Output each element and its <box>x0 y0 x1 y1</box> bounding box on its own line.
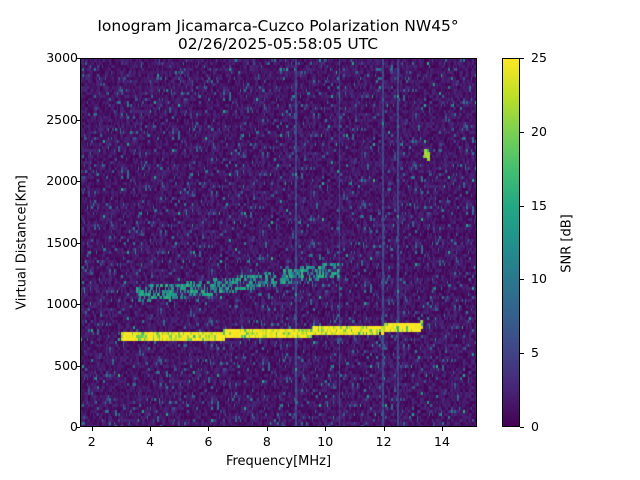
x-tick-label: 2 <box>87 434 96 449</box>
colorbar-tick-label: 25 <box>531 50 547 65</box>
x-tick-label: 6 <box>204 434 213 449</box>
y-tick-label: 0 <box>70 419 78 434</box>
x-tick-label: 4 <box>146 434 155 449</box>
x-axis-label: Frequency[MHz] <box>225 454 332 469</box>
x-tick-label: 10 <box>317 434 334 449</box>
colorbar-tick-label: 10 <box>531 271 547 287</box>
colorbar-tick-mark <box>520 279 524 281</box>
colorbar-tick-mark <box>520 427 524 428</box>
colorbar-tick-mark <box>520 353 524 355</box>
colorbar-tick-label: 0 <box>531 419 539 434</box>
y-axis-label: Virtual Distance[Km] <box>14 175 30 310</box>
colorbar-tick-mark <box>520 131 524 133</box>
y-tick-label: 2000 <box>46 173 78 188</box>
x-tick-label: 14 <box>434 434 450 449</box>
y-tick-label: 1500 <box>46 234 78 250</box>
colorbar-tick-mark <box>520 58 524 59</box>
y-tick-mark <box>76 427 80 428</box>
y-tick-label: 3000 <box>46 50 78 65</box>
y-tick-label: 2500 <box>46 111 78 127</box>
colorbar-tick-label: 5 <box>531 345 539 361</box>
x-tick-mark <box>150 427 152 431</box>
y-tick-label: 500 <box>54 357 78 373</box>
x-tick-mark <box>441 427 443 431</box>
ionogram-heatmap <box>80 58 477 427</box>
colorbar-label: SNR [dB] <box>559 214 575 273</box>
colorbar-tick-mark <box>520 205 524 207</box>
y-tick-mark <box>76 119 80 121</box>
colorbar-tick-label: 15 <box>531 197 547 213</box>
chart-subtitle: 02/26/2025-05:58:05 UTC <box>177 35 379 53</box>
y-tick-mark <box>76 58 80 59</box>
x-tick-mark <box>266 427 268 431</box>
y-tick-mark <box>76 242 80 244</box>
y-tick-mark <box>76 304 80 305</box>
heatmap-canvas <box>81 59 476 426</box>
colorbar <box>502 58 520 427</box>
x-tick-mark <box>208 427 210 431</box>
y-tick-mark <box>76 181 80 182</box>
chart-title: Ionogram Jicamarca-Cuzco Polarization NW… <box>97 17 459 35</box>
y-tick-mark <box>76 365 80 367</box>
y-tick-label: 1000 <box>46 296 78 311</box>
x-tick-mark <box>383 427 385 431</box>
colorbar-tick-label: 20 <box>531 123 547 139</box>
x-tick-mark <box>325 427 327 431</box>
x-tick-label: 12 <box>375 434 392 449</box>
x-tick-label: 8 <box>262 434 271 449</box>
x-tick-mark <box>91 427 93 431</box>
